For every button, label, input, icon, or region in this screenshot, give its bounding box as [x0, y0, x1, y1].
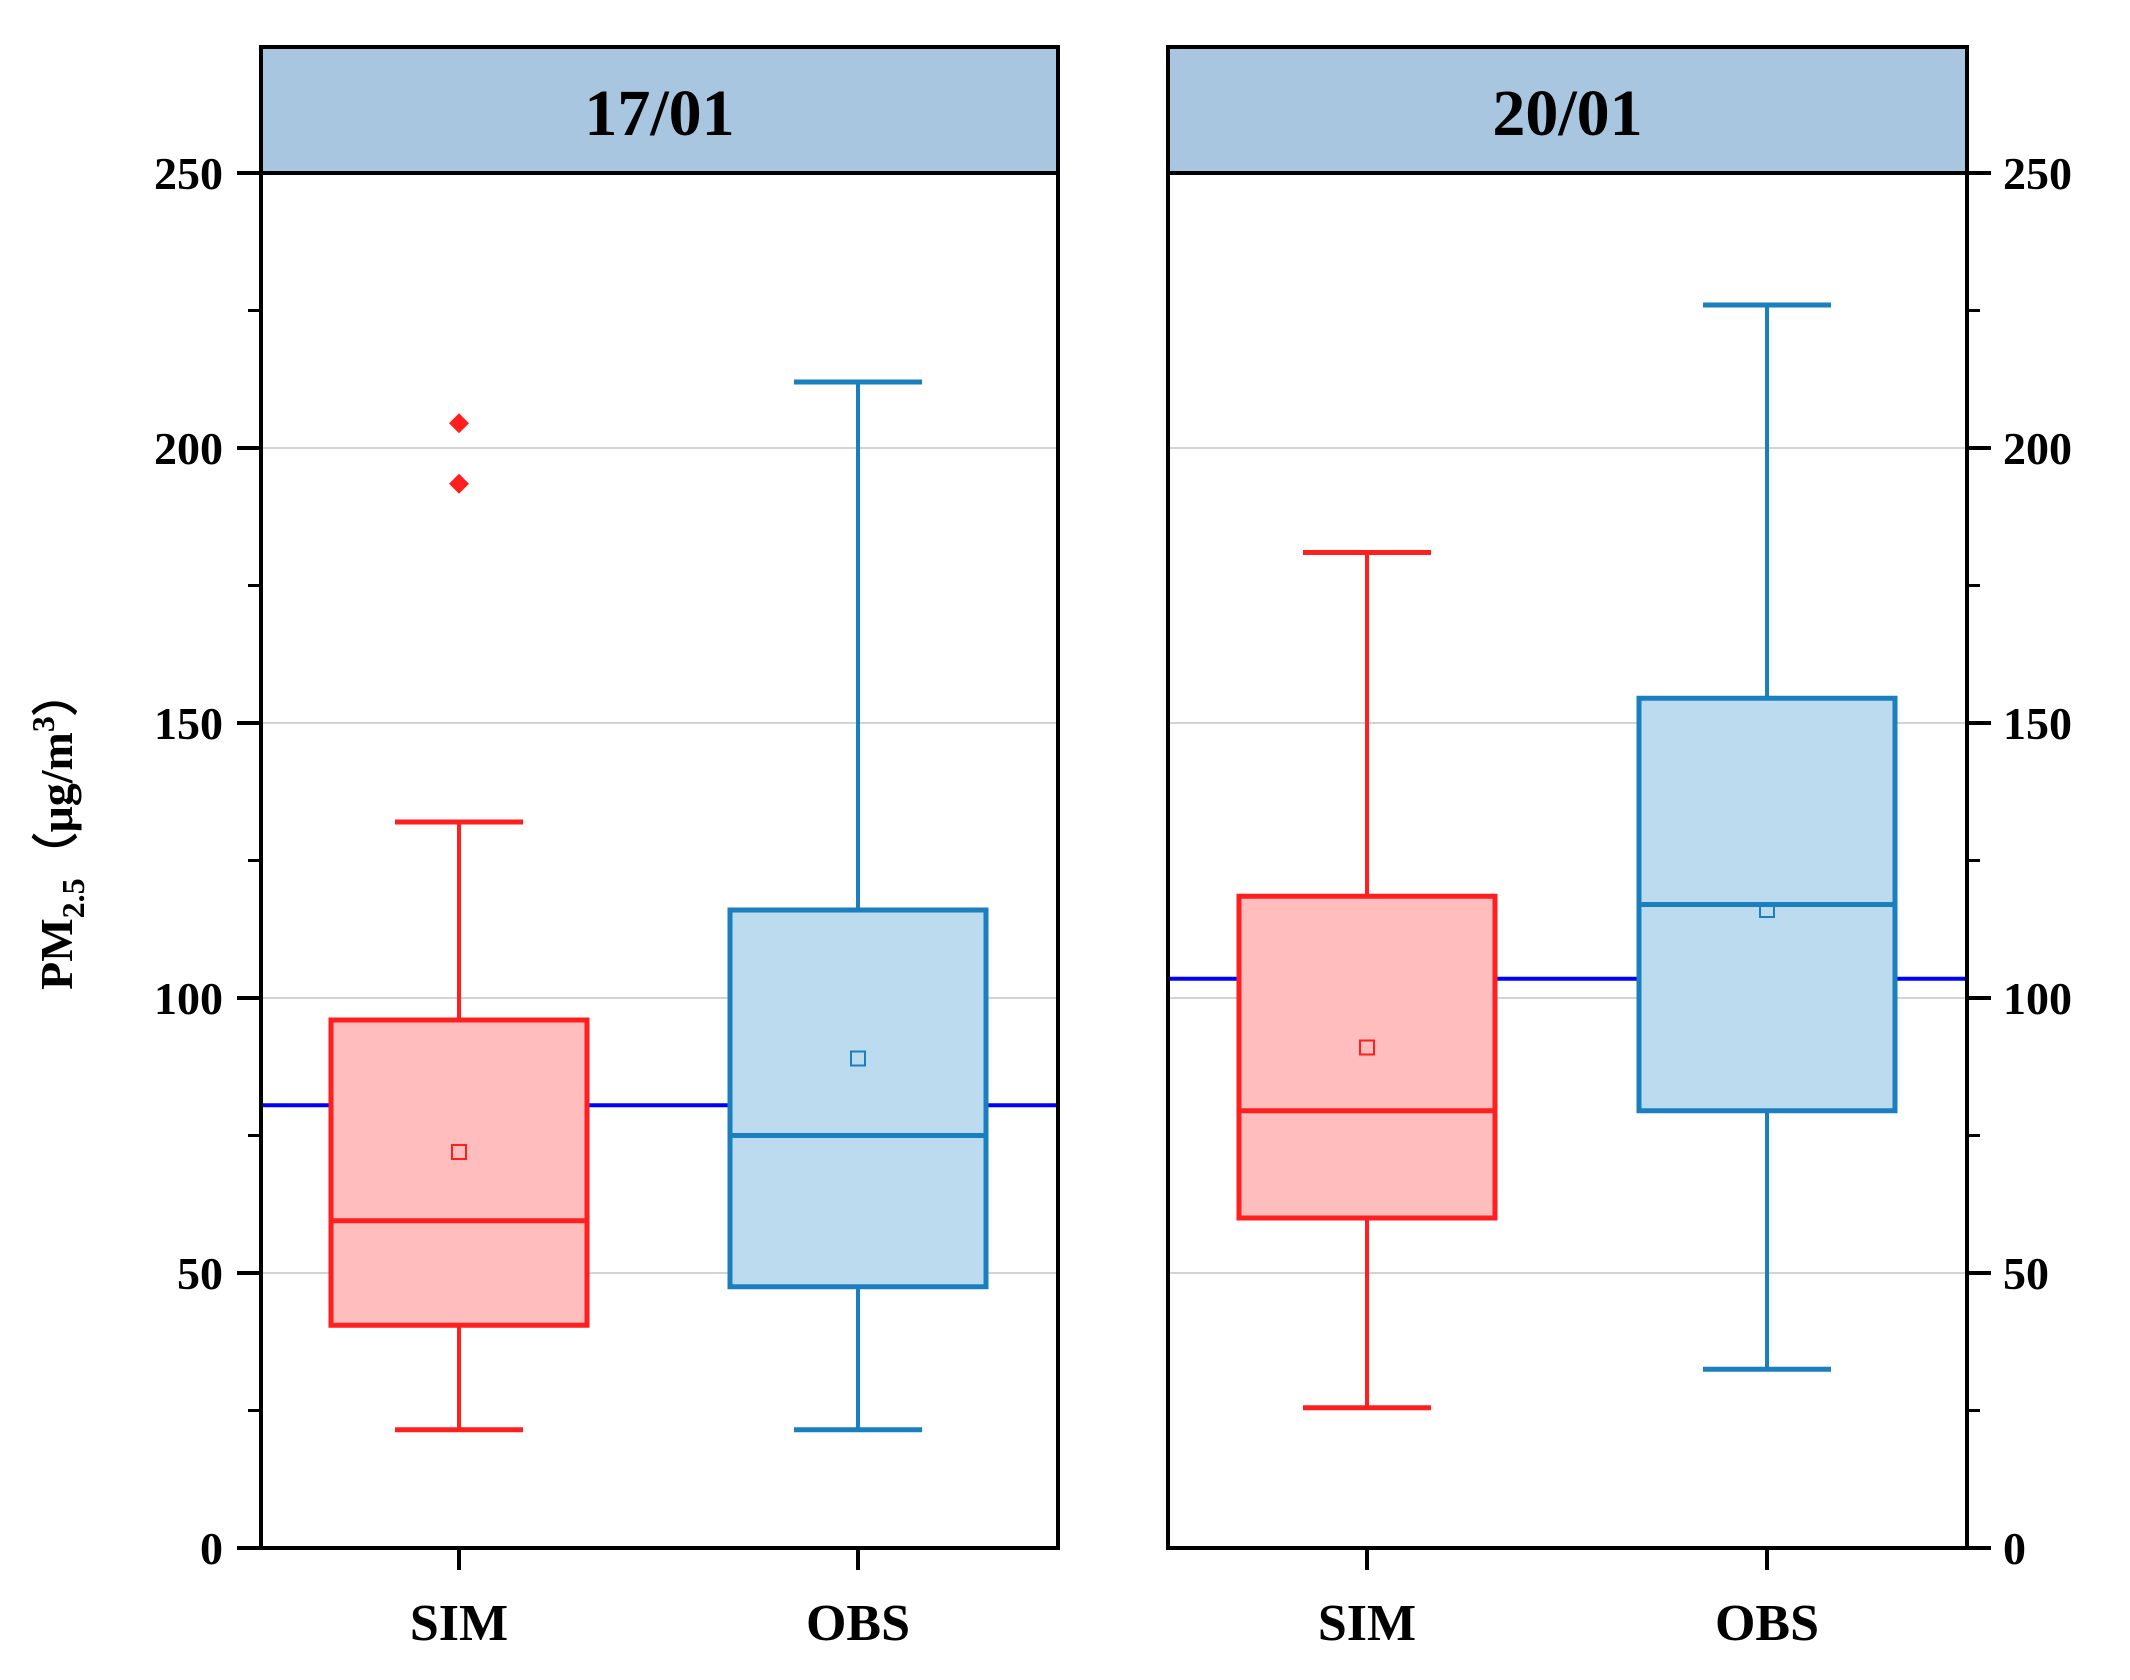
panel-1-ytick-label-200: 200 — [2003, 423, 2072, 474]
panel-1-ytick-label-50: 50 — [2003, 1248, 2049, 1299]
panel-0-ytick-label-200: 200 — [154, 423, 223, 474]
y-axis-title-unit-close: ） — [31, 670, 82, 716]
panel-0-sim-outlier-0 — [449, 473, 469, 494]
panel-0-frame — [259, 171, 1060, 1550]
panel-0-ytick-label-100: 100 — [154, 973, 223, 1024]
panel-1-xtick-label-sim: SIM — [1318, 1595, 1416, 1652]
panel-20-01: 20/01 0 50 100 150 200 250 SIM OBS — [1166, 45, 2072, 1652]
panel-0-sim-outlier-1 — [449, 413, 469, 434]
y-axis-title-unit: （μg/m — [31, 732, 82, 878]
y-axis-title-superscript: 3 — [25, 716, 61, 732]
panel-0-sim-mean-marker — [451, 1144, 467, 1160]
panel-0-xtick-label-sim: SIM — [410, 1595, 508, 1652]
panel-1-ytick-label-100: 100 — [2003, 973, 2072, 1024]
panel-1-obs-mean-marker — [1759, 902, 1775, 918]
panel-1-ytick-label-250: 250 — [2003, 148, 2072, 199]
panel-1-title: 20/01 — [1492, 77, 1642, 150]
y-axis-title-text: PM2.5（μg/m3） — [25, 670, 91, 990]
panel-1-sim-box — [1236, 893, 1498, 1221]
y-axis-title-subscript: 2.5 — [55, 878, 91, 918]
y-axis-title: PM2.5（μg/m3） — [25, 670, 91, 990]
panel-0-xtick-label-obs: OBS — [806, 1595, 910, 1652]
panel-0-ytick-label-50: 50 — [177, 1248, 223, 1299]
panel-0-ytick-label-150: 150 — [154, 698, 223, 749]
panel-0-obs-mean-marker — [850, 1050, 866, 1067]
panel-1-ytick-label-0: 0 — [2003, 1523, 2026, 1574]
panel-1-xtick-label-obs: OBS — [1715, 1595, 1819, 1652]
panel-17-01: 17/01 0 50 100 150 200 250 SIM OBS — [154, 45, 1060, 1652]
panel-0-obs-box — [727, 907, 989, 1290]
panel-0-ytick-label-250: 250 — [154, 148, 223, 199]
panel-0-ytick-label-0: 0 — [200, 1523, 223, 1574]
panel-1-ytick-label-150: 150 — [2003, 698, 2072, 749]
panel-1-sim-mean-marker — [1359, 1039, 1375, 1056]
panel-0-title: 17/01 — [584, 77, 734, 150]
panel-0-sim-box — [328, 1017, 590, 1328]
panel-1-header — [1166, 45, 1969, 175]
